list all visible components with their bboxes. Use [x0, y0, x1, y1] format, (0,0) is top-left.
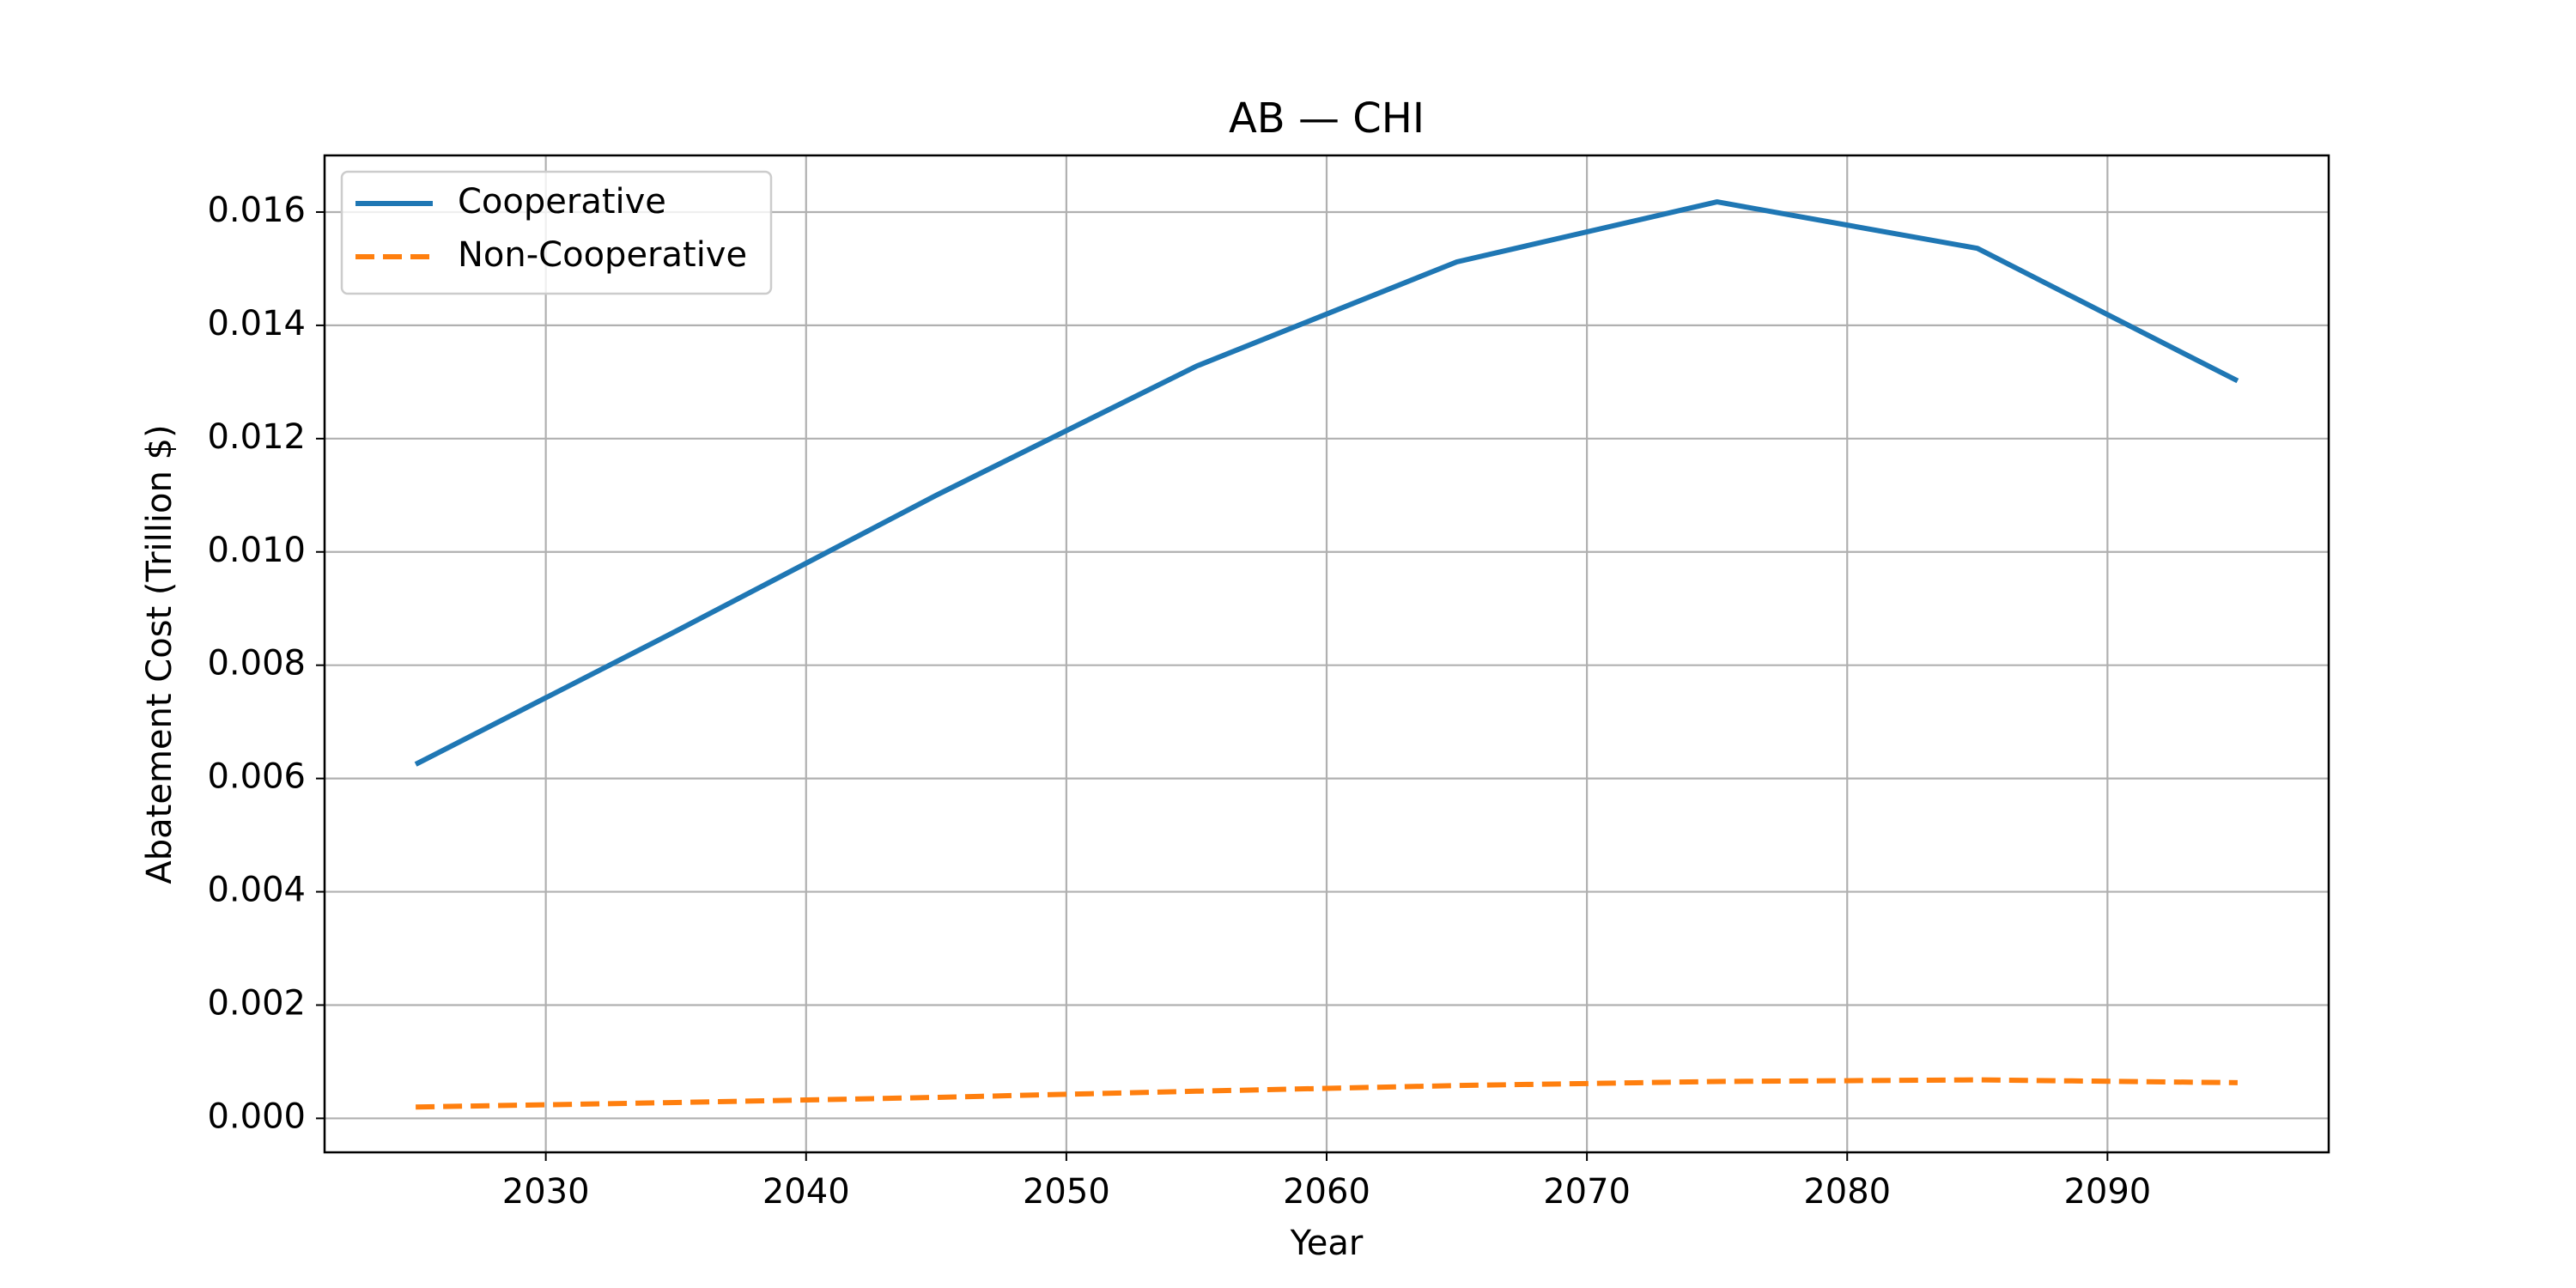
- x-tick-label: 2080: [1803, 1172, 1891, 1212]
- grid: [325, 155, 2329, 1152]
- legend-label-cooperative: Cooperative: [458, 182, 666, 222]
- x-tick-label: 2060: [1283, 1172, 1370, 1212]
- y-tick-label: 0.014: [207, 304, 306, 343]
- y-tick-label: 0.000: [207, 1097, 306, 1136]
- series-line-cooperative: [414, 199, 2239, 767]
- y-tick-label: 0.016: [207, 191, 306, 230]
- y-tick-label: 0.010: [207, 531, 306, 570]
- chart-title: AB — CHI: [1229, 94, 1425, 143]
- x-tick-label: 2070: [1543, 1172, 1631, 1212]
- x-axis-label: Year: [1290, 1224, 1364, 1263]
- legend: Cooperative Non-Cooperative: [340, 170, 773, 295]
- series-line-non-cooperative: [416, 1077, 2238, 1110]
- x-tick-label: 2050: [1023, 1172, 1110, 1212]
- y-tick-label: 0.004: [207, 871, 306, 910]
- y-tick-label: 0.002: [207, 983, 306, 1023]
- legend-box: [340, 170, 773, 295]
- y-tick-label: 0.006: [207, 757, 306, 797]
- x-tick-label: 2030: [502, 1172, 590, 1212]
- x-tick-label: 2040: [762, 1172, 850, 1212]
- y-axis-label: Abatement Cost (Trillion $): [140, 424, 179, 884]
- ticks: 2030 2040 2050 2060 2070 2080 2090 0.000 0.002 0.…: [207, 191, 2151, 1212]
- y-tick-label: 0.012: [207, 417, 306, 457]
- x-tick-label: 2090: [2063, 1172, 2151, 1212]
- y-tick-label: 0.008: [207, 644, 306, 683]
- series-layer: [414, 199, 2239, 1110]
- legend-label-non-cooperative: Non-Cooperative: [458, 235, 747, 275]
